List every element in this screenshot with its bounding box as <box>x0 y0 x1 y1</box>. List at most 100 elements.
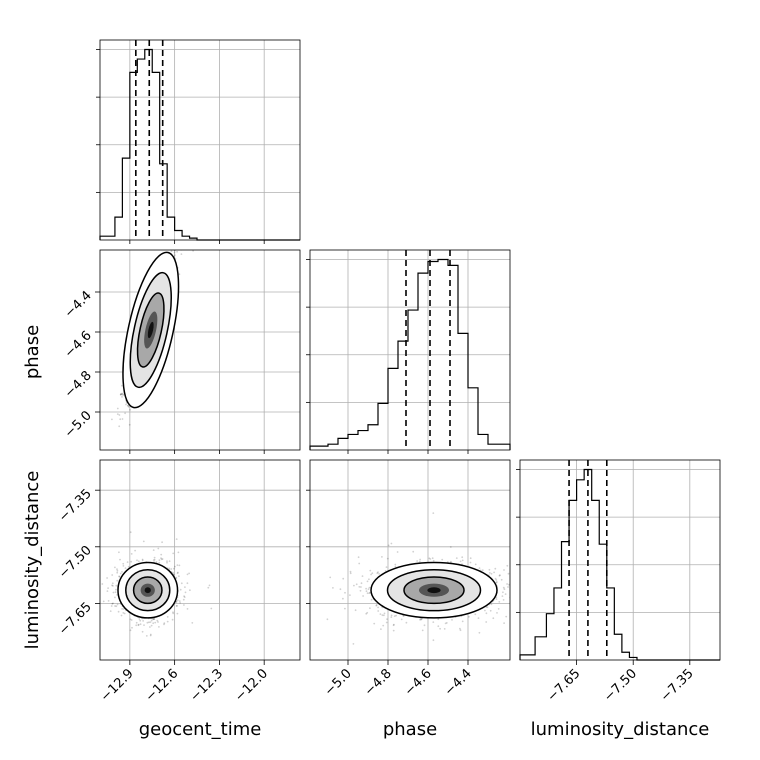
scatter-point <box>178 575 180 578</box>
scatter-point <box>157 547 160 550</box>
hist-step-luminosity-distance <box>519 468 720 661</box>
scatter-point <box>166 616 169 618</box>
scatter-point <box>459 629 462 632</box>
ytick-label-luminosity-distance-0: −7.65 <box>56 600 95 639</box>
scatter-point <box>115 584 118 587</box>
scatter-point <box>498 601 501 603</box>
scatter-point <box>121 384 123 387</box>
scatter-point <box>107 471 109 473</box>
scatter-point <box>176 250 179 253</box>
scatter-point <box>186 582 189 585</box>
scatter-point <box>122 565 125 567</box>
scatter-point <box>134 549 137 552</box>
scatter-point <box>505 615 508 618</box>
scatter-point <box>179 602 182 604</box>
scatter-point <box>443 628 446 630</box>
scatter-point <box>459 560 462 563</box>
scatter-point <box>186 242 188 244</box>
scatter-point <box>451 619 453 621</box>
scatter-point <box>141 558 144 561</box>
scatter-point <box>149 634 152 637</box>
scatter-point <box>184 237 186 239</box>
scatter-point <box>175 601 178 603</box>
scatter-point <box>135 624 138 627</box>
scatter-point <box>124 567 127 569</box>
scatter-point <box>114 566 116 569</box>
scatter-point <box>387 544 390 547</box>
ytick-label-phase-0: −5.0 <box>62 408 95 441</box>
frame-geocent-time-vs-phase <box>99 249 301 451</box>
scatter-point <box>152 622 155 625</box>
scatter-point <box>176 612 179 615</box>
scatter-point <box>180 582 183 585</box>
scatter-point <box>111 582 114 585</box>
scatter-point <box>368 592 371 594</box>
scatter-point <box>371 572 374 575</box>
scatter-point <box>129 629 132 632</box>
scatter-point <box>172 611 174 614</box>
scatter-point <box>178 273 181 276</box>
scatter-point <box>124 412 126 415</box>
scatter-point <box>423 624 426 627</box>
scatter-point <box>358 586 361 588</box>
scatter-point <box>121 418 124 420</box>
hist-step-phase <box>309 258 511 450</box>
scatter-point <box>376 572 379 574</box>
frame-phase <box>309 249 511 451</box>
scatter-point <box>441 558 444 561</box>
scatter-point <box>455 557 458 559</box>
scatter-point <box>511 599 513 601</box>
scatter-point <box>121 396 123 398</box>
xtick-label-phase-3: −4.4 <box>442 666 475 699</box>
scatter-point <box>366 580 369 583</box>
scatter-point <box>116 579 119 582</box>
scatter-point <box>420 618 422 621</box>
scatter-point <box>474 613 477 616</box>
scatter-point <box>380 628 382 630</box>
scatter-point <box>172 571 174 574</box>
scatter-point <box>365 590 368 593</box>
scatter-point <box>192 233 194 235</box>
xtick-label-geocent-time-3: −12.0 <box>232 666 271 705</box>
scatter-point <box>488 572 491 574</box>
scatter-point <box>418 560 421 563</box>
hist-panel-geocent-time <box>96 39 301 241</box>
scatter-point <box>158 626 160 628</box>
scatter-point <box>177 243 179 245</box>
panels-layer: −12.9 −12.6 −12.3 −12.0 −5.0 −4.8 −4.6 −4.4 −7.6… <box>56 39 721 705</box>
scatter-point <box>182 598 185 601</box>
scatter-point <box>360 586 362 588</box>
scatter-point <box>142 620 145 622</box>
scatter-point <box>116 413 119 415</box>
scatter-point <box>528 540 530 542</box>
scatter-point <box>153 556 156 559</box>
scatter-point <box>349 594 351 596</box>
scatter-point <box>176 599 179 602</box>
scatter-point <box>116 407 119 410</box>
scatter-point <box>377 571 379 574</box>
scatter-point <box>503 569 505 571</box>
scatter-point <box>177 551 180 554</box>
scatter-point <box>136 559 138 562</box>
scatter-point <box>168 567 171 570</box>
scatter-point <box>199 211 201 213</box>
scatter-point <box>497 608 500 610</box>
scatter-point <box>166 560 168 562</box>
scatter-point <box>111 418 113 421</box>
ytick-label-phase-1: −4.8 <box>62 368 95 401</box>
scatter-point <box>501 595 504 597</box>
scatter-point <box>116 568 118 571</box>
scatter-point <box>135 621 138 624</box>
scatter-point <box>392 629 395 632</box>
xtick-label-luminosity-distance-1: −7.50 <box>601 666 640 705</box>
scatter-point <box>349 572 352 575</box>
scatter-point <box>332 587 334 589</box>
scatter-point <box>377 606 379 609</box>
scatter-point <box>498 574 501 577</box>
scatter-point <box>512 588 514 590</box>
scatter-point <box>156 619 159 622</box>
scatter-point <box>186 227 188 229</box>
scatter-point <box>420 618 423 621</box>
scatter-point <box>366 611 369 614</box>
scatter-point <box>110 605 113 607</box>
